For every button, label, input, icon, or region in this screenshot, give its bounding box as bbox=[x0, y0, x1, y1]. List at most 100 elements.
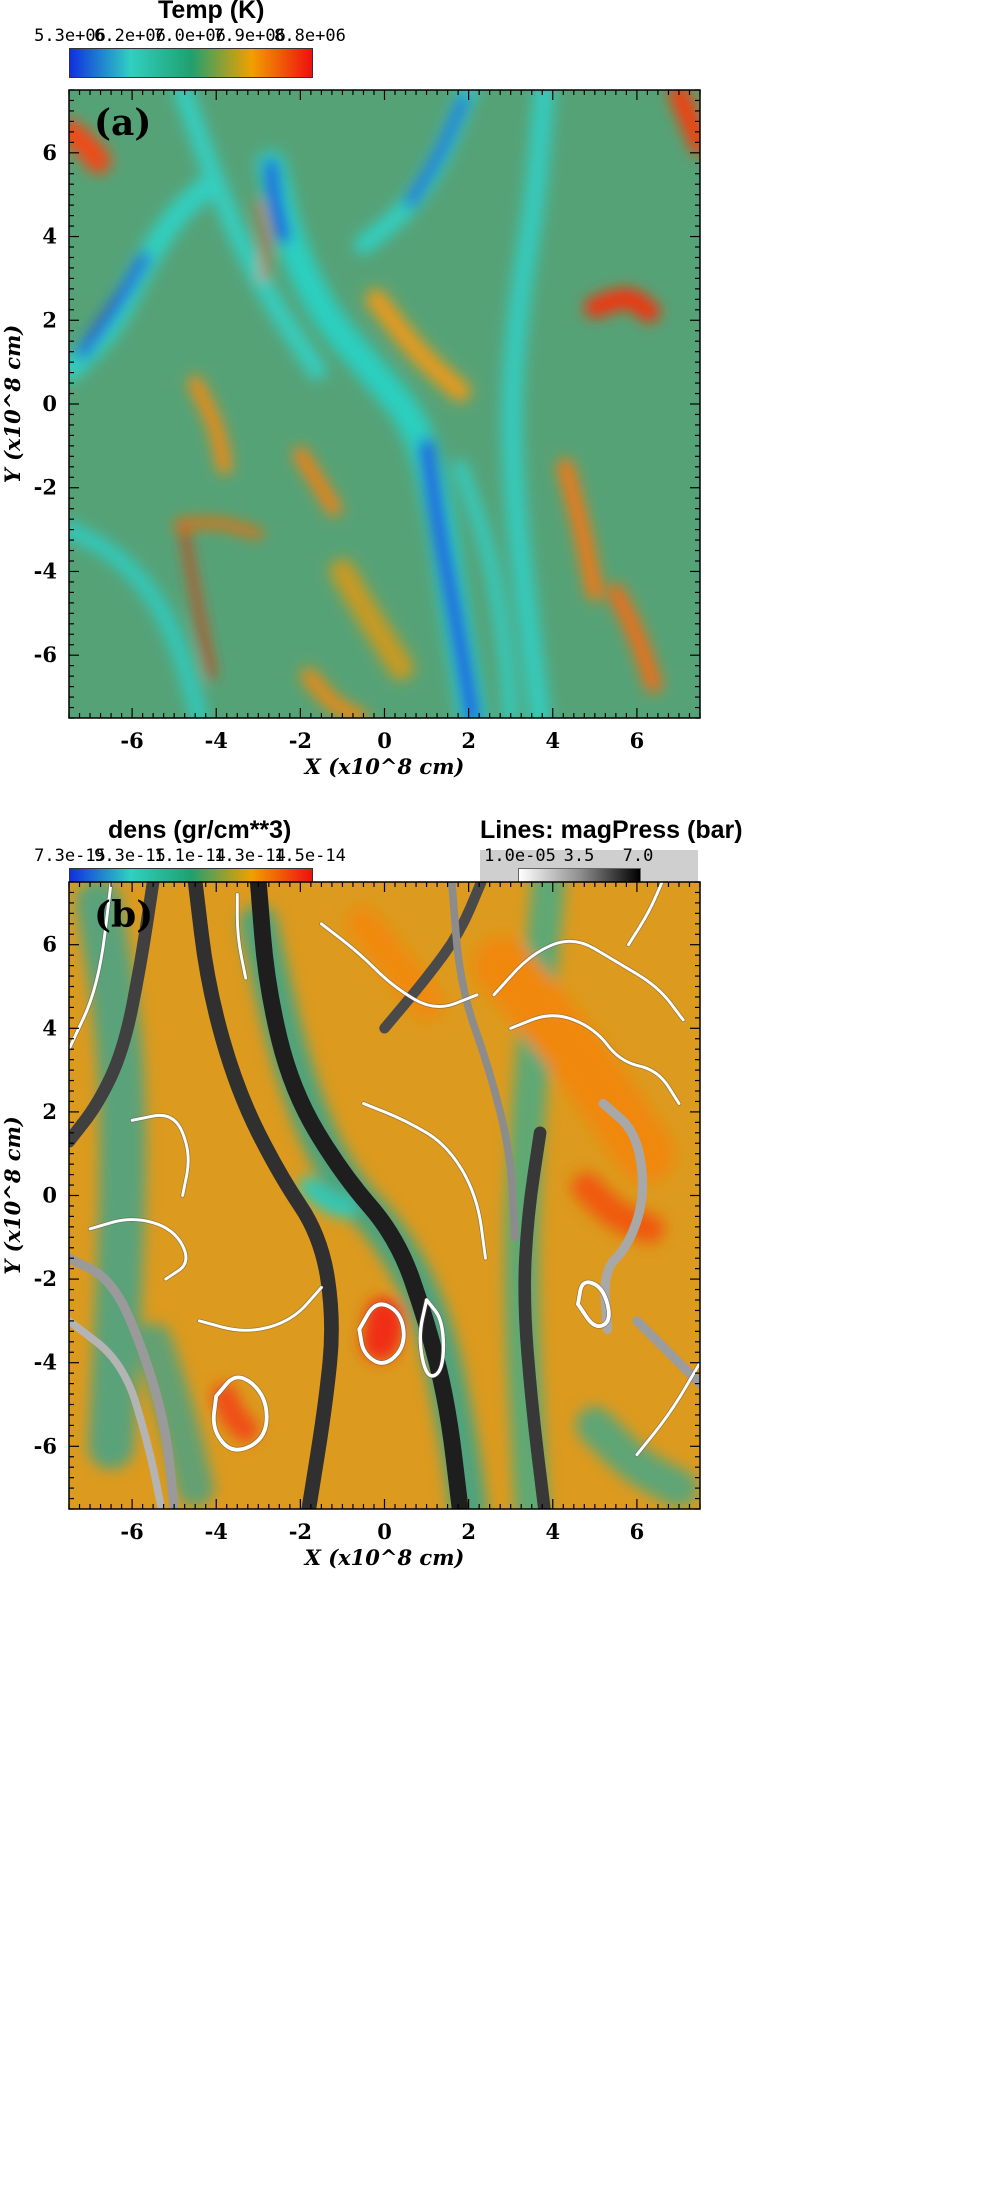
field-line-dark-2 bbox=[249, 882, 469, 1509]
x-tick-label: 0 bbox=[377, 1519, 392, 1544]
y-tick-label: 4 bbox=[42, 1015, 57, 1040]
temp-colorbar-title: Temp (K) bbox=[158, 0, 265, 24]
hot-region-hot-bottom-center bbox=[300, 667, 368, 718]
field-line-white-3 bbox=[197, 1286, 323, 1332]
field-line-white-12 bbox=[635, 1361, 700, 1457]
dens-colorbar-tick: 1.1e-14 bbox=[154, 846, 226, 866]
field-line-white-10 bbox=[627, 882, 664, 947]
field-line-white-11 bbox=[576, 1280, 611, 1329]
x-tick-label: -4 bbox=[205, 1519, 228, 1544]
field-line-white-14 bbox=[362, 1102, 487, 1260]
x-tick-label: 6 bbox=[630, 1519, 645, 1544]
y-tick-label: 0 bbox=[42, 1183, 57, 1208]
temp-colorbar-tick: 7.0e+06 bbox=[154, 26, 226, 46]
hot-region-hot-left-streak bbox=[179, 518, 216, 680]
y-tick-label: 6 bbox=[42, 932, 57, 957]
x-tick-label: 6 bbox=[630, 728, 645, 753]
hot-region-hot-lower-warm bbox=[329, 558, 414, 681]
magnetic-field-lines bbox=[69, 882, 700, 1509]
hot-region-hot-top-right bbox=[668, 90, 700, 155]
hot-region-hot-right-mid bbox=[557, 458, 604, 601]
dense-region-orange-patch-right bbox=[472, 936, 675, 1184]
x-axis-label: X (x10^8 cm) bbox=[303, 754, 465, 779]
green-region-cyan-patch bbox=[298, 1176, 358, 1219]
y-tick-label: -4 bbox=[34, 558, 57, 583]
x-tick-label: -2 bbox=[289, 1519, 312, 1544]
temp-colorbar bbox=[69, 48, 313, 78]
temp-colorbar-tick: 5.3e+06 bbox=[34, 26, 106, 46]
temp-colorbar-tick: 8.8e+06 bbox=[274, 26, 346, 46]
filament-filament-top-blue bbox=[264, 159, 290, 243]
temperature-heatmap-panel: -6 -4 -2 0 2 4 6 -6 -4 -2 0 2 4 6 X (x10^8 cm) Y (x10^8… bbox=[0, 89, 701, 779]
dense-region-red-blob-center bbox=[361, 1297, 404, 1361]
y-tick-label: 2 bbox=[42, 1099, 57, 1124]
hot-region-hot-center-warm bbox=[365, 288, 471, 402]
magpress-legend-tick: 1.0e-05 bbox=[484, 846, 556, 866]
temp-colorbar-tick: 7.9e+06 bbox=[214, 26, 286, 46]
x-tick-label: -6 bbox=[120, 728, 143, 753]
y-tick-label: 4 bbox=[42, 224, 57, 249]
axis-ticks bbox=[68, 881, 701, 1510]
hot-region-hot-right-top bbox=[584, 288, 660, 323]
field-line-gray-2 bbox=[69, 1317, 166, 1509]
y-axis-label: Y (x10^8 cm) bbox=[0, 1116, 25, 1274]
y-tick-label: -2 bbox=[34, 475, 57, 500]
x-tick-label: 2 bbox=[461, 1519, 476, 1544]
x-tick-label: 2 bbox=[461, 728, 476, 753]
filament-filament-right-vertical bbox=[501, 90, 555, 718]
dens-colorbar-tick: 1.3e-14 bbox=[214, 846, 286, 866]
dense-region-red-patch-left bbox=[212, 1383, 259, 1443]
temp-colorbar-tick: 6.2e+06 bbox=[94, 26, 166, 46]
hot-region-hot-top-mid bbox=[255, 200, 268, 281]
field-line-white-7 bbox=[319, 922, 479, 1008]
panel-label: (a) bbox=[94, 102, 151, 144]
field-line-white-8 bbox=[492, 939, 685, 1022]
x-tick-label: 4 bbox=[545, 1519, 560, 1544]
field-line-white-9 bbox=[509, 1014, 681, 1105]
x-tick-label: -4 bbox=[205, 728, 228, 753]
dens-colorbar-tick: 7.3e-15 bbox=[34, 846, 106, 866]
hot-region-hot-top-left bbox=[69, 119, 111, 174]
field-line-white-6 bbox=[418, 1298, 446, 1378]
magpress-legend-tick: 3.5 bbox=[563, 846, 595, 866]
hot-region-hot-center-left bbox=[187, 375, 232, 475]
x-tick-label: -6 bbox=[120, 1519, 143, 1544]
axis-ticks bbox=[68, 89, 701, 719]
field-line-gray-3 bbox=[598, 1098, 648, 1334]
y-tick-label: 2 bbox=[42, 307, 57, 332]
filament-filament-mid-right bbox=[452, 459, 519, 718]
field-line-dark-5 bbox=[379, 882, 487, 1034]
magpress-legend-tick: 7.0 bbox=[622, 846, 654, 866]
y-tick-label: 6 bbox=[42, 140, 57, 165]
y-tick-label: -2 bbox=[34, 1266, 57, 1291]
green-region-green-lower-left bbox=[134, 1322, 215, 1508]
field-line-dark-1 bbox=[187, 882, 339, 1509]
field-line-gray-5 bbox=[632, 1316, 700, 1389]
hot-region-hot-left-band bbox=[173, 518, 263, 539]
field-line-white-2 bbox=[88, 1218, 188, 1281]
field-line-white-5 bbox=[357, 1302, 406, 1365]
y-tick-label: 0 bbox=[42, 391, 57, 416]
field-line-gray-4 bbox=[448, 882, 519, 1242]
field-line-dark-4 bbox=[518, 1126, 551, 1509]
filament-filament-top-right-blue bbox=[405, 93, 470, 208]
panel-label: (b) bbox=[94, 894, 153, 936]
x-tick-label: 4 bbox=[545, 728, 560, 753]
dens-colorbar-title: dens (gr/cm**3) bbox=[108, 816, 292, 844]
field-line-dark-3 bbox=[69, 882, 160, 1148]
field-line-gray-1 bbox=[69, 1253, 179, 1509]
green-region-green-lower-right bbox=[575, 1406, 698, 1508]
x-axis-label: X (x10^8 cm) bbox=[303, 1545, 465, 1570]
hot-region-hot-mid bbox=[293, 446, 342, 517]
filament-filament-lower-left bbox=[69, 521, 208, 718]
field-line-white-13 bbox=[235, 893, 248, 980]
field-line-white-1 bbox=[69, 882, 113, 1051]
y-tick-label: -6 bbox=[34, 642, 57, 667]
y-tick-label: -4 bbox=[34, 1350, 57, 1375]
y-tick-label: -6 bbox=[34, 1433, 57, 1458]
field-line-white-15 bbox=[130, 1113, 190, 1197]
y-axis-label: Y (x10^8 cm) bbox=[0, 325, 25, 483]
x-tick-label: -2 bbox=[289, 728, 312, 753]
hot-region-hot-right-lower bbox=[607, 584, 663, 693]
density-heatmap-panel: -6 -4 -2 0 2 4 6 -6 -4 -2 0 2 4 6 X (x10^8 cm) Y (x10^8… bbox=[0, 881, 701, 1570]
